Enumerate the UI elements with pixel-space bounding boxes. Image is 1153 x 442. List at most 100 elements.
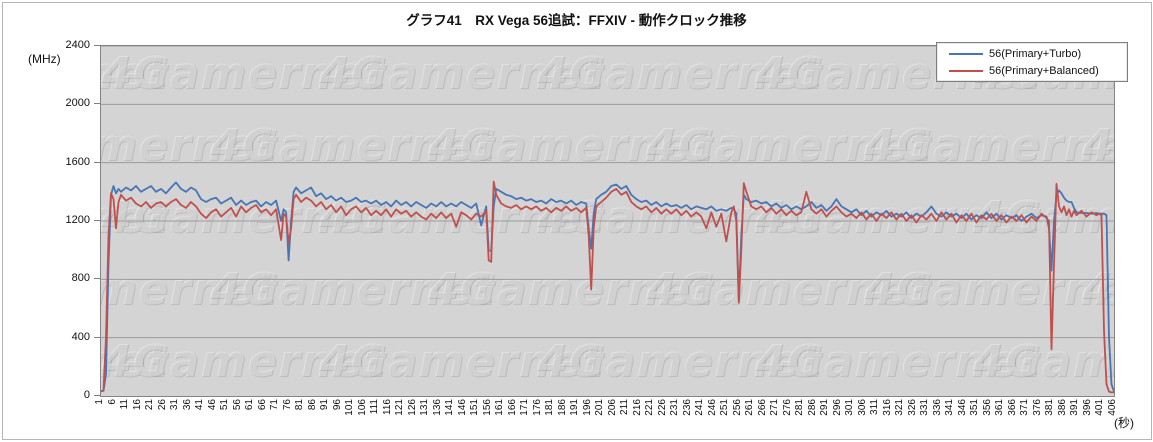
x-tick-label: 346 — [956, 399, 968, 416]
x-tick-label: 51 — [219, 399, 231, 411]
chart-title: グラフ41 RX Vega 56追試：FFXIV - 動作クロック推移 — [406, 13, 747, 28]
x-tick-label: 211 — [619, 399, 631, 415]
x-tick-label: 401 — [1094, 399, 1106, 416]
x-tick-label: 396 — [1081, 399, 1093, 416]
x-tick-label: 76 — [281, 399, 293, 411]
x-tick-label: 146 — [456, 399, 468, 416]
x-tick-label: 141 — [444, 399, 456, 416]
x-tick-label: 391 — [1069, 399, 1081, 416]
x-tick-label: 296 — [831, 399, 843, 416]
x-tick-label: 16 — [131, 399, 143, 411]
x-tick-label: 11 — [119, 399, 130, 410]
x-tick-label: 126 — [406, 399, 418, 416]
x-tick-label: 186 — [556, 399, 568, 416]
x-tick-label: 1 — [94, 399, 105, 405]
x-tick-label: 136 — [431, 399, 443, 416]
y-tick-mark — [94, 336, 100, 338]
x-tick-label: 56 — [231, 399, 243, 411]
y-tick-label: 0 — [83, 389, 90, 401]
x-tick-label: 226 — [656, 399, 668, 416]
watermark-text: 4Gamernet — [101, 264, 278, 315]
x-tick-label: 161 — [494, 399, 506, 416]
x-tick-label: 86 — [306, 399, 318, 411]
x-tick-label: 151 — [469, 399, 481, 416]
x-tick-label: 191 — [569, 399, 581, 416]
x-axis-unit-label: (秒) — [1114, 416, 1134, 430]
x-tick-label: 381 — [1044, 399, 1056, 416]
x-tick-label: 306 — [856, 399, 868, 416]
x-tick-label: 251 — [719, 399, 731, 416]
legend-line-sample-red — [949, 69, 983, 72]
x-tick-label: 266 — [756, 399, 768, 416]
y-tick-label: 400 — [71, 330, 90, 343]
y-tick-mark — [94, 103, 100, 105]
legend-item-balanced: 56(Primary+Balanced) — [937, 64, 1127, 78]
x-tick-label: 386 — [1056, 399, 1068, 416]
x-tick-label: 66 — [256, 399, 268, 411]
y-tick-mark — [94, 278, 100, 280]
watermark-text: 4Gamernet — [319, 336, 605, 387]
y-tick-label: 2400 — [65, 39, 90, 51]
watermark-text: 4Gamernet — [537, 48, 823, 99]
plot-area: 4Gamernet4Gamernet4Gamernet4Gamernet4Gam… — [100, 45, 1115, 397]
watermark-text: 4Gamernet — [101, 48, 169, 99]
x-tick-label: 261 — [744, 399, 756, 416]
x-tick-label: 246 — [706, 399, 718, 416]
x-tick-label: 31 — [169, 399, 181, 411]
legend-label-balanced: 56(Primary+Balanced) — [989, 64, 1099, 77]
x-tick-label: 376 — [1031, 399, 1043, 416]
x-tick-label: 201 — [594, 399, 606, 416]
legend-item-turbo: 56(Primary+Turbo) — [937, 47, 1127, 61]
watermark-text: 4Gamernet — [101, 336, 387, 387]
series-line-0 — [101, 181, 1114, 392]
watermark-text: 4Gamernet — [755, 336, 1041, 387]
x-tick-label: 121 — [394, 399, 406, 416]
x-tick-label: 331 — [919, 399, 931, 416]
x-tick-label: 46 — [206, 399, 218, 411]
y-axis-unit-label: (MHz) — [28, 52, 61, 66]
x-tick-label: 36 — [181, 399, 193, 411]
watermark-text: 4Gamernet — [101, 336, 169, 387]
x-tick-label: 26 — [156, 399, 168, 411]
x-tick-label: 166 — [506, 399, 518, 416]
x-tick-label: 221 — [644, 399, 656, 416]
y-tick-mark — [94, 395, 100, 396]
x-tick-label: 181 — [544, 399, 556, 416]
legend-label-turbo: 56(Primary+Turbo) — [989, 47, 1082, 60]
x-tick-label: 341 — [944, 399, 956, 416]
x-tick-label: 311 — [869, 399, 881, 415]
watermark-text: 4Gamernet — [973, 192, 1114, 243]
x-tick-label: 316 — [881, 399, 893, 416]
series-line-1 — [101, 180, 1114, 394]
x-tick-label: 326 — [906, 399, 918, 416]
x-tick-label: 231 — [669, 399, 681, 416]
watermark-text: 4Gamernet — [973, 336, 1114, 387]
x-tick-label: 271 — [769, 399, 781, 416]
x-tick-label: 366 — [1006, 399, 1018, 416]
y-tick-mark — [94, 220, 100, 221]
x-tick-label: 276 — [781, 399, 793, 416]
y-tick-label: 800 — [71, 272, 90, 285]
x-tick-label: 256 — [731, 399, 743, 416]
x-tick-label: 6 — [106, 399, 118, 405]
watermark-text: 4Gamernet — [319, 48, 605, 99]
y-tick-label: 1200 — [65, 214, 90, 226]
x-tick-label: 301 — [844, 399, 856, 416]
x-tick-label: 41 — [194, 399, 206, 411]
y-tick-mark — [94, 161, 100, 163]
watermark-text: 4Gamernet — [537, 336, 823, 387]
x-tick-label: 236 — [681, 399, 693, 416]
x-tick-label: 351 — [969, 399, 981, 416]
watermark-text: 4Gamernet — [646, 264, 932, 315]
watermark-text: 4Gamernet — [101, 48, 387, 99]
watermark-text: 4Gamernet — [428, 264, 714, 315]
x-tick-label: 111 — [369, 399, 381, 415]
x-tick-label: 216 — [631, 399, 643, 416]
x-tick-label: 176 — [531, 399, 543, 416]
y-tick-mark — [94, 45, 100, 46]
x-tick-label: 91 — [319, 399, 331, 411]
x-tick-label: 171 — [519, 399, 531, 416]
watermark-text: 4Gamernet — [864, 264, 1114, 315]
x-tick-label: 96 — [331, 399, 343, 411]
line-chart — [101, 46, 1114, 394]
